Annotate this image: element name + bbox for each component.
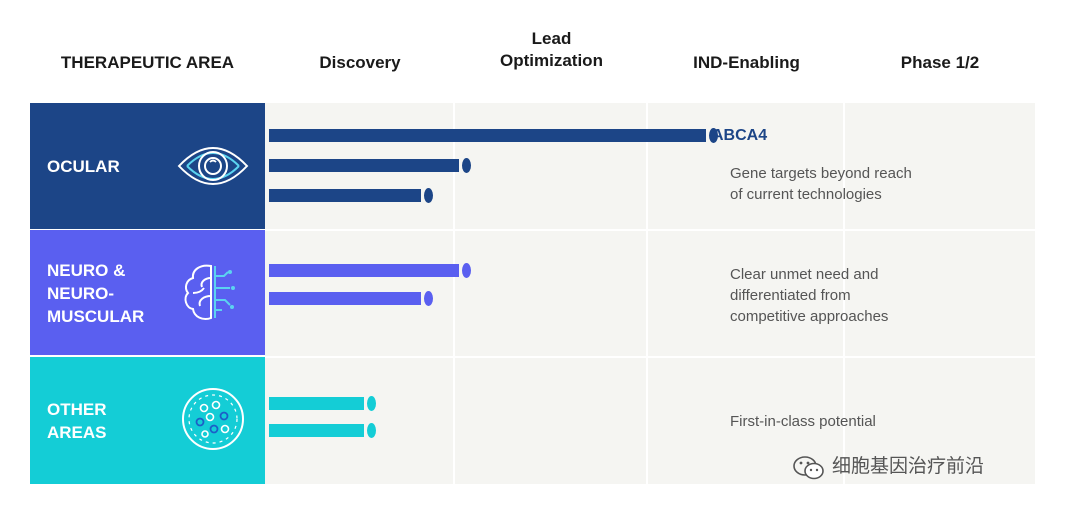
eye-icon: [173, 136, 253, 201]
header-stage-2: Lead Optimization: [500, 29, 603, 70]
column-separator: [453, 103, 455, 484]
stage-column-bg-2: [455, 103, 646, 484]
program-bar-cap: [462, 263, 471, 278]
program-bar: [269, 264, 459, 277]
wechat-icon: [793, 456, 824, 480]
program-bar-cap: [462, 158, 471, 173]
area-description: First-in-class potential: [730, 413, 876, 430]
cells-icon: [178, 384, 248, 459]
header-stage-4: Phase 1/2: [900, 53, 980, 72]
program-bar-cap: [367, 396, 376, 411]
area-label-block: NEURO & NEURO- MUSCULAR: [30, 230, 265, 355]
area-description: Gene targets beyond reach of current tec…: [730, 165, 912, 203]
area-title: NEURO & NEURO- MUSCULAR: [47, 261, 145, 326]
area-title: OCULAR: [47, 157, 120, 176]
header-stage-3: IND-Enabling: [693, 53, 800, 72]
brain-icon: [178, 258, 248, 333]
header-therapeutic-area: THERAPEUTIC AREA: [60, 53, 235, 72]
program-bar-cap: [424, 188, 433, 203]
program-bar: [269, 189, 421, 202]
program-bar-cap: [367, 423, 376, 438]
area-label-block: OCULAR: [30, 103, 265, 229]
program-bar: [269, 424, 364, 437]
area-label-block: OTHER AREAS: [30, 357, 265, 484]
program-bar: [269, 397, 364, 410]
program-label: ABCA4: [712, 127, 768, 144]
row-separator: [30, 356, 1035, 358]
column-separator: [646, 103, 648, 484]
program-bar: [269, 292, 421, 305]
column-separator: [843, 103, 845, 484]
watermark-text: 细胞基因治疗前沿: [832, 455, 985, 477]
stage-column-bg-4: [845, 103, 1035, 484]
program-bar: [269, 159, 459, 172]
area-description: Clear unmet need and differentiated from…: [730, 266, 889, 325]
stage-column-bg-3: [648, 103, 843, 484]
area-title: OTHER AREAS: [47, 400, 107, 442]
program-bar-cap: [709, 128, 718, 143]
header-stage-1: Discovery: [319, 53, 401, 72]
row-separator: [30, 229, 1035, 231]
program-bar: [269, 129, 706, 142]
program-bar-cap: [424, 291, 433, 306]
